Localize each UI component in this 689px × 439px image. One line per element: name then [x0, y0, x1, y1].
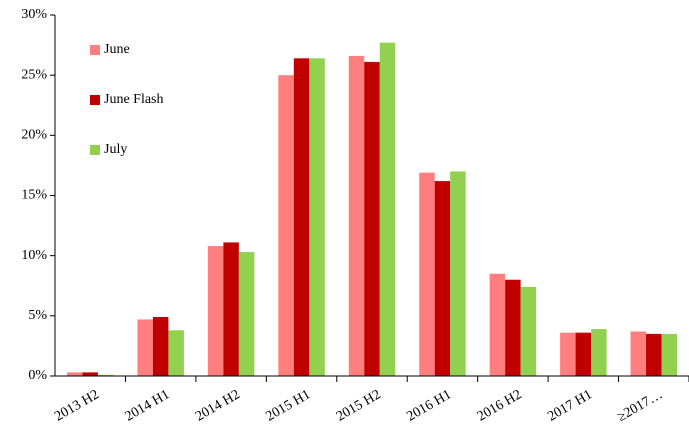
bar — [520, 286, 537, 376]
x-tick-label: ≥2017… — [615, 387, 666, 425]
bar — [137, 319, 153, 376]
y-tick-label: 10% — [21, 248, 47, 263]
bar — [238, 252, 255, 376]
legend-swatch — [90, 95, 100, 105]
legend-swatch — [90, 45, 100, 55]
x-tick-label: 2015 H1 — [264, 387, 314, 424]
bar — [419, 172, 435, 376]
bar — [66, 372, 83, 376]
bar — [661, 333, 678, 376]
bar — [223, 242, 239, 376]
bar — [575, 332, 592, 376]
x-tick-label: 2016 H2 — [475, 387, 525, 424]
x-tick-label: 2014 H2 — [193, 387, 243, 424]
bar — [505, 279, 521, 376]
x-tick-label: 2017 H1 — [545, 387, 595, 424]
bar — [207, 246, 224, 376]
bar — [489, 273, 506, 376]
bar — [278, 75, 294, 377]
bar — [364, 61, 380, 377]
bar — [591, 329, 607, 376]
x-tick-label: 2016 H1 — [404, 387, 454, 424]
y-tick-label: 5% — [28, 308, 47, 323]
bar — [97, 374, 114, 376]
y-tick-label: 20% — [21, 128, 47, 143]
bar — [293, 58, 310, 376]
x-tick-label: 2013 H2 — [52, 387, 102, 424]
bar — [168, 330, 184, 376]
bar — [309, 58, 325, 376]
bar — [82, 372, 98, 376]
legend-label: June — [104, 42, 130, 57]
bar — [379, 42, 396, 376]
y-tick-label: 25% — [21, 67, 47, 82]
x-tick-label: 2014 H1 — [123, 387, 173, 424]
y-tick-label: 30% — [21, 7, 47, 22]
bar — [450, 171, 466, 376]
legend-swatch — [90, 145, 100, 155]
bar — [646, 333, 662, 376]
bar — [560, 332, 576, 376]
bar — [348, 55, 365, 377]
x-tick-label: 2015 H2 — [334, 387, 384, 424]
bar — [152, 317, 169, 376]
bar — [630, 331, 647, 376]
legend-label: July — [104, 142, 127, 157]
bar — [434, 181, 451, 376]
legend-label: June Flash — [104, 92, 164, 107]
y-tick-label: 0% — [28, 368, 47, 383]
y-tick-label: 15% — [21, 188, 47, 203]
